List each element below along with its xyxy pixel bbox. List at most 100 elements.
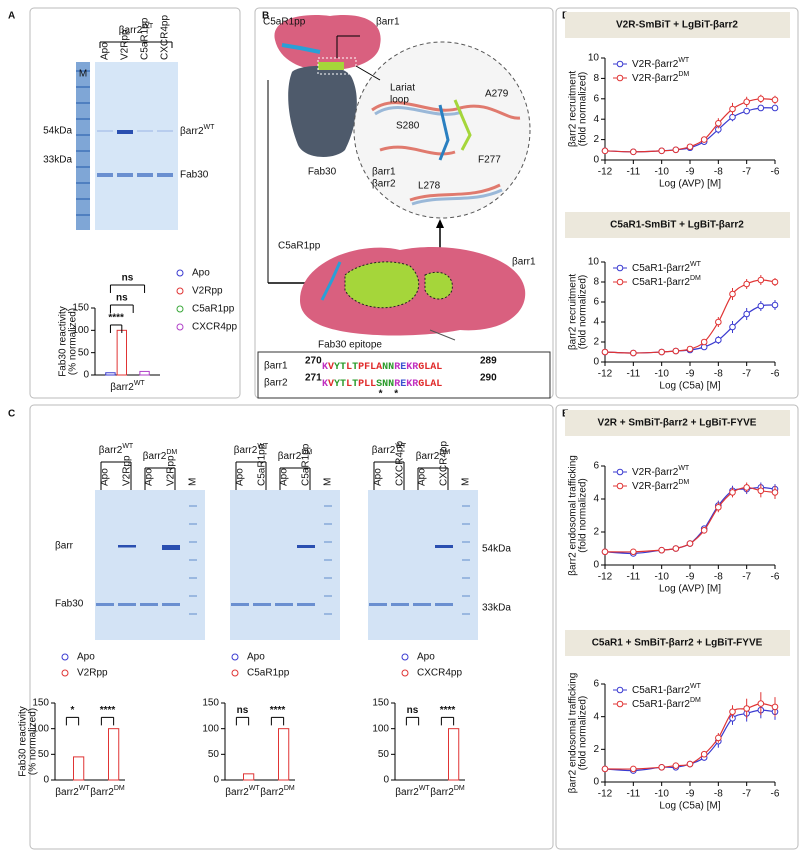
residue: K [406,362,412,373]
y-axis-label: Fab30 reactivity [58,306,69,377]
point [743,107,750,115]
group-label: βarr2DM [416,449,451,461]
residue: G [418,379,424,390]
band-label: βarr2WT [180,124,215,136]
marker-band [189,559,197,561]
marker-label: 54kDa [43,126,72,137]
point [630,548,637,556]
marker-band [76,166,90,168]
group-label-sup: WT [122,443,134,450]
residue: Y [334,362,340,373]
x-tick-label: -7 [742,369,751,380]
align-mark: * [379,389,383,400]
align-name: βarr2 [264,378,288,389]
group-label-sup: WT [395,443,407,450]
y-axis-label: βarr2 recruitment [568,71,579,148]
point [771,301,779,309]
point [771,703,779,711]
legend-label-sup: WT [690,261,702,268]
lane-label: Apo [417,468,428,486]
epitope-top [318,62,344,70]
residue: E [400,379,406,390]
x-tick-label: βarr2DM [90,785,125,797]
x-tick-label: -12 [598,572,613,583]
gel [95,490,205,640]
struct-label: βarr1 [512,257,536,268]
point [743,705,750,712]
y-tick-label: 4 [593,114,599,125]
x-tick-label-base: βarr2 [430,787,454,798]
point [601,765,609,773]
legend-marker [616,74,624,82]
point [700,750,708,758]
legend-marker [176,305,184,313]
align-start: 270 [305,356,322,367]
legend-label: CXCR4pp [192,322,237,333]
y-tick-label: 6 [593,93,599,104]
marker-band [76,214,90,216]
marker-band [76,150,90,152]
point [757,104,765,112]
group-label: βarr2WT [372,443,407,455]
band [297,545,315,548]
marker-label: 33kDa [43,155,72,166]
x-tick-label: -8 [714,167,723,178]
panel-label: A [8,11,15,22]
point [686,345,694,353]
sig-label: ns [407,705,419,716]
marker-band [189,505,197,507]
point [757,487,765,495]
sig-label: ns [237,705,249,716]
group-label: βarr2DM [278,449,313,461]
align-end: 289 [480,356,497,367]
x-tick-label-sup: WT [249,785,261,792]
marker-band [76,198,90,200]
x-axis-label: Log (C5a) [M] [659,801,720,812]
residue-label: S280 [396,121,420,132]
frame-e [555,404,799,850]
group-label-base: βarr2 [99,445,123,456]
y-tick-label: 8 [593,277,599,288]
gel [368,490,478,640]
point [715,734,722,742]
legend-label: Apo [77,652,95,663]
group-label: βarr2DM [143,449,178,461]
x-tick-label-base: βarr2 [395,787,419,798]
band [231,603,249,606]
band-label: Fab30 [55,599,84,610]
struct-label: Fab30 [308,167,337,178]
marker-band [462,505,470,507]
band [140,603,158,606]
point [700,338,708,346]
residue: L [346,379,352,390]
sig-label: **** [440,705,456,716]
lane-label: Apo [100,468,111,486]
legend-label: C5aR1-βarr2WT [632,261,702,273]
band [157,173,173,177]
point [771,278,779,286]
marker-band [462,577,470,579]
legend-marker [176,287,184,295]
point [700,527,708,534]
lane-label: M [79,69,87,80]
point [729,708,736,716]
residue: K [322,379,328,390]
bar [448,728,460,781]
marker-band [324,559,332,561]
title-box [565,630,790,656]
loop-label: Lariat [390,83,415,94]
x-tick-label: βarr2DM [430,785,465,797]
residue: L [364,379,370,390]
legend-marker [176,323,184,331]
alignment-box [257,351,551,399]
band [253,603,271,606]
legend-label-sup: DM [678,479,689,486]
y-axis-label: βarr2 endosomal trafficking [568,673,579,794]
chart-title: C5aR1-SmBiT + LgBiT-βarr2 [610,220,744,231]
residue: N [382,362,388,373]
sig-label: **** [100,705,116,716]
legend-marker [401,669,409,677]
lane-label: Apo [279,468,290,486]
point [715,119,722,127]
panel-label: C [8,409,15,420]
